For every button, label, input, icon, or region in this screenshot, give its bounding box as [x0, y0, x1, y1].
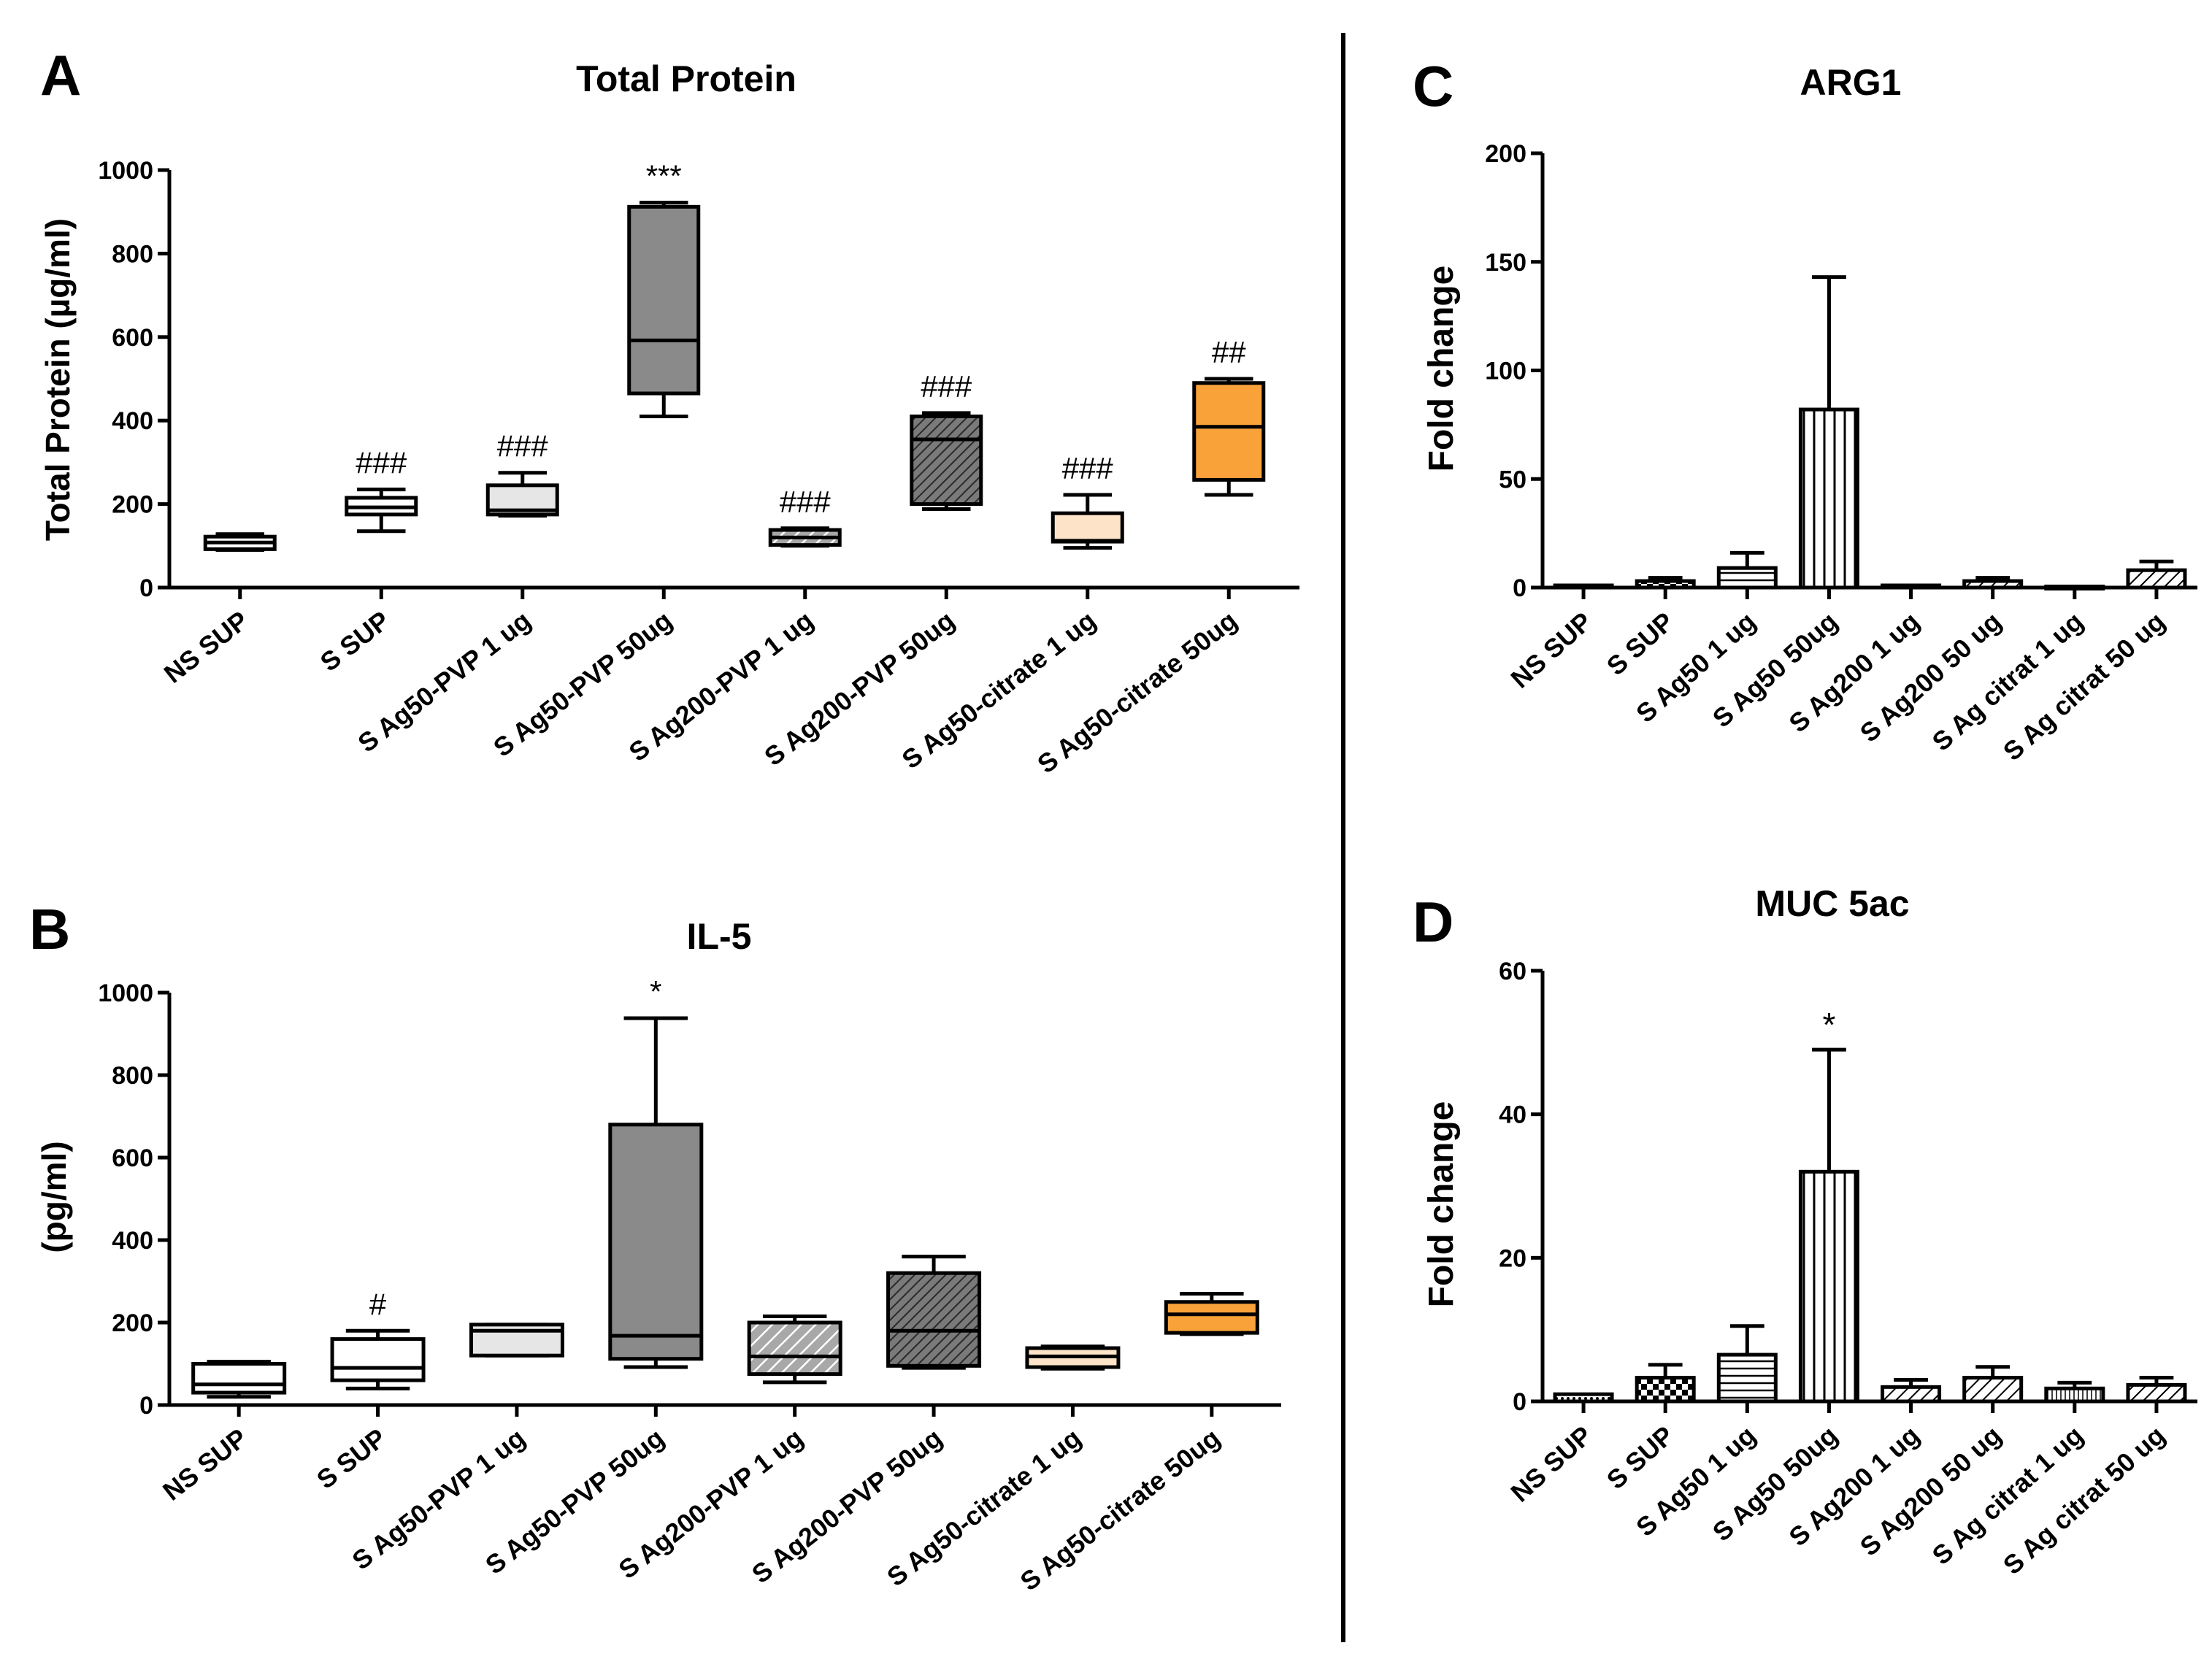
y-tick-label: 1000	[98, 980, 153, 1007]
chart-title: MUC 5ac	[1755, 883, 1909, 924]
bar-s-ag-citrat-1-ug	[2044, 585, 2105, 591]
y-axis-label: Fold change	[1422, 266, 1461, 472]
bar-s-ag-citrat-1-ug	[2044, 1386, 2105, 1404]
box-s-ag200-pvp-1-ug	[747, 1320, 842, 1377]
panel-letter-b: B	[29, 897, 70, 961]
box-s-ag50-citrate-1-ug	[1051, 511, 1124, 544]
significance-marker: ###	[780, 485, 832, 519]
x-tick-label-ns-sup: NS SUP	[1505, 1420, 1597, 1507]
y-tick-label: 200	[1485, 140, 1526, 168]
y-tick-label: 40	[1499, 1101, 1526, 1129]
box-s-ag50-citrate-50ug	[1164, 1300, 1259, 1335]
x-tick-label-s-sup: S SUP	[315, 605, 395, 677]
chart-title: ARG1	[1800, 62, 1902, 103]
chart-total-protein: Total Protein Total Protein (µg/ml) 0 200 40…	[39, 58, 1299, 779]
significance-marker: *	[650, 974, 661, 1009]
y-tick-label: 0	[1513, 1388, 1526, 1416]
y-axis-label: Fold change	[1422, 1101, 1461, 1308]
y-tick-label: 50	[1499, 466, 1526, 493]
y-tick-label: 0	[139, 574, 153, 602]
y-tick-label: 60	[1499, 958, 1526, 985]
significance-marker: *	[1822, 1006, 1835, 1044]
bar-s-ag200-50-ug	[1962, 1376, 2024, 1404]
bar-s-ag-citrat-50-ug	[2126, 568, 2187, 590]
bar-ns-sup	[1553, 583, 1614, 590]
box-s-ag200-pvp-50ug	[910, 414, 983, 507]
chart-title: IL-5	[687, 916, 752, 957]
box-ns-sup	[191, 1362, 287, 1395]
x-tick-label-s-ag200-50-ug: S Ag200 50 ug	[1854, 606, 2007, 747]
bar-s-sup	[1635, 1376, 1696, 1404]
y-tick-label: 100	[1485, 358, 1526, 385]
box-s-ag50-pvp-50ug	[608, 1123, 704, 1361]
x-tick-label-s-sup: S SUP	[1601, 1420, 1680, 1495]
box-s-ag50-pvp-50ug	[627, 204, 701, 396]
chart-muc5ac: MUC 5ac Fold change 0 20 40 60 NS SUP S SUP S Ag…	[1422, 883, 2197, 1580]
box-s-ag50-citrate-50ug	[1192, 381, 1266, 482]
x-tick-label-s-sup: S SUP	[311, 1423, 391, 1495]
significance-marker: ***	[646, 159, 682, 193]
panel-letter-c: C	[1413, 54, 1453, 118]
significance-marker: ###	[497, 429, 549, 463]
significance-marker: ###	[921, 369, 972, 404]
panel-letter-a: A	[40, 43, 81, 107]
x-tick-label-ns-sup: NS SUP	[1505, 606, 1597, 693]
x-tick-label-ns-sup: NS SUP	[157, 1423, 253, 1506]
x-tick-label-ns-sup: NS SUP	[158, 605, 254, 689]
y-tick-label: 200	[112, 1309, 153, 1337]
y-tick-label: 200	[112, 491, 153, 519]
y-tick-label: 600	[112, 1144, 153, 1172]
bar-s-sup	[1635, 579, 1696, 590]
bar-s-ag50-1-ug	[1716, 1352, 1778, 1404]
significance-marker: #	[369, 1287, 387, 1321]
bar-s-ag50-1-ug	[1716, 566, 1778, 590]
bar-s-ag200-1-ug	[1881, 1385, 1942, 1404]
bar-s-ag200-50-ug	[1962, 579, 2024, 590]
panel-letter-d: D	[1413, 890, 1453, 954]
y-tick-label: 150	[1485, 249, 1526, 277]
y-tick-label: 0	[1513, 574, 1526, 602]
y-tick-label: 20	[1499, 1244, 1526, 1272]
y-tick-label: 1000	[98, 157, 153, 185]
y-axis-label: (pg/ml)	[35, 1141, 73, 1252]
y-tick-label: 400	[112, 407, 153, 435]
y-tick-label: 400	[112, 1227, 153, 1255]
x-tick-label-s-ag200-50-ug: S Ag200 50 ug	[1854, 1420, 2007, 1561]
y-axis-label: Total Protein (µg/ml)	[39, 218, 77, 541]
bar-ns-sup	[1553, 1392, 1614, 1404]
box-s-sup	[330, 1337, 426, 1382]
bar-s-ag200-1-ug	[1881, 583, 1942, 590]
y-tick-label: 0	[139, 1392, 153, 1420]
y-tick-label: 600	[112, 324, 153, 352]
significance-marker: ##	[1212, 335, 1246, 369]
box-s-ag200-pvp-50ug	[886, 1271, 982, 1368]
significance-marker: ###	[1062, 451, 1114, 485]
bar-s-ag50-50ug	[1798, 407, 1859, 590]
x-tick-label-s-sup: S SUP	[1601, 606, 1680, 681]
bar-s-ag-citrat-50-ug	[2126, 1382, 2187, 1404]
chart-arg1: ARG1 Fold change 0 50 100 150 200 NS SUP S SUP S …	[1422, 62, 2197, 766]
bar-s-ag50-50ug	[1798, 1169, 1859, 1404]
significance-marker: ###	[356, 446, 407, 480]
y-tick-label: 800	[112, 1062, 153, 1090]
y-tick-label: 800	[112, 240, 153, 268]
chart-title: Total Protein	[576, 58, 796, 99]
